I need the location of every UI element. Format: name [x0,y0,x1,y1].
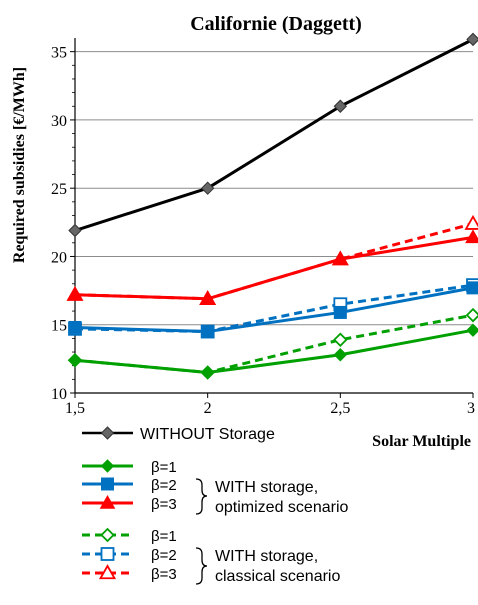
data-point [68,320,82,334]
legend-marker-diamond [100,426,115,440]
x-tick-label: 1,5 [65,400,85,417]
series-line-0 [68,32,478,238]
legend-label: β=2 [151,477,177,494]
x-tick-label: 3 [467,400,475,417]
legend-groups: β=1β=2β=3β=1β=2β=3 [82,459,177,583]
legend-optimized-text-2: optimized scenario [215,499,349,516]
legend-marker [100,459,115,473]
legend-label: β=3 [151,496,177,513]
y-tick-label: 10 [51,386,67,403]
series-optimized-line-3 [67,229,478,305]
y-tick-label: 20 [51,249,67,266]
legend-marker [100,547,115,561]
y-tick-label: 25 [51,181,67,198]
legend-item-classical: β=3 [82,564,177,583]
legend-item-classical: β=1 [82,527,177,545]
data-point [333,305,347,319]
data-point [466,281,478,295]
legend-optimized-text-1: WITH storage, [215,479,318,496]
x-tick-label: 2,5 [330,400,350,417]
legend-label: β=2 [151,547,177,564]
legend-marker [101,477,114,491]
data-point [68,223,82,238]
data-point [332,251,349,265]
y-tick-label: 15 [51,318,67,335]
legend-marker [99,494,116,509]
data-point [199,290,216,305]
legend-item-without-storage: WITHOUT Storage [82,426,275,443]
series-classical-line-6 [66,214,478,305]
data-point [68,353,82,367]
series-line [74,38,474,232]
chart-title: Californie (Daggett) [190,13,362,35]
legend-item-optimized: β=2 [82,477,177,494]
data-point [464,214,478,230]
series-line [74,328,474,375]
y-tick-label: 30 [51,113,67,130]
grid-lines [75,51,473,326]
x-axis-label: Solar Multiple [372,433,471,450]
data-point [466,323,478,337]
data-point [333,332,348,348]
legend: WITHOUT Storage β=1β=2β=3β=1β=2β=3 WITH … [82,426,349,585]
legend-label: β=1 [151,528,177,545]
legend-classical-text-1: WITH storage, [215,548,318,565]
data-point [465,307,478,323]
y-ticks: 10 15 20 25 30 35 [51,45,75,403]
legend-brace-classical [195,547,208,585]
legend-item-classical: β=2 [82,547,177,564]
legend-classical-text-2: classical scenario [215,568,340,585]
series-optimized-line-2 [68,281,478,339]
data-point [333,348,348,362]
series-line [74,222,474,301]
legend-label: β=3 [151,566,177,583]
x-ticks: 1,5 2 2,5 3 [65,393,475,417]
series-classical-line-4 [67,307,478,380]
data-point [465,229,478,244]
y-tick-label: 35 [51,45,67,62]
legend-item-optimized: β=1 [82,459,177,476]
series-layer [66,32,478,380]
data-point [67,286,83,301]
data-point [333,99,348,113]
series-line [74,286,474,334]
legend-brace-optimized [195,478,208,515]
data-point [201,325,215,339]
legend-marker [98,564,117,580]
data-point [200,181,215,195]
legend-item-optimized: β=3 [82,494,177,513]
series-line [74,235,474,301]
y-axis-label: Required subsidies [€/MWh] [11,67,28,263]
series-optimized-line-1 [68,323,478,380]
data-point [466,32,478,47]
plot-area: 10 15 20 25 30 35 1,5 2 2,5 3 [51,32,478,417]
legend-marker [100,527,115,543]
legend-label: β=1 [151,459,177,476]
x-tick-label: 2 [204,400,212,417]
legend-label: WITHOUT Storage [140,426,275,443]
data-point [200,365,215,380]
